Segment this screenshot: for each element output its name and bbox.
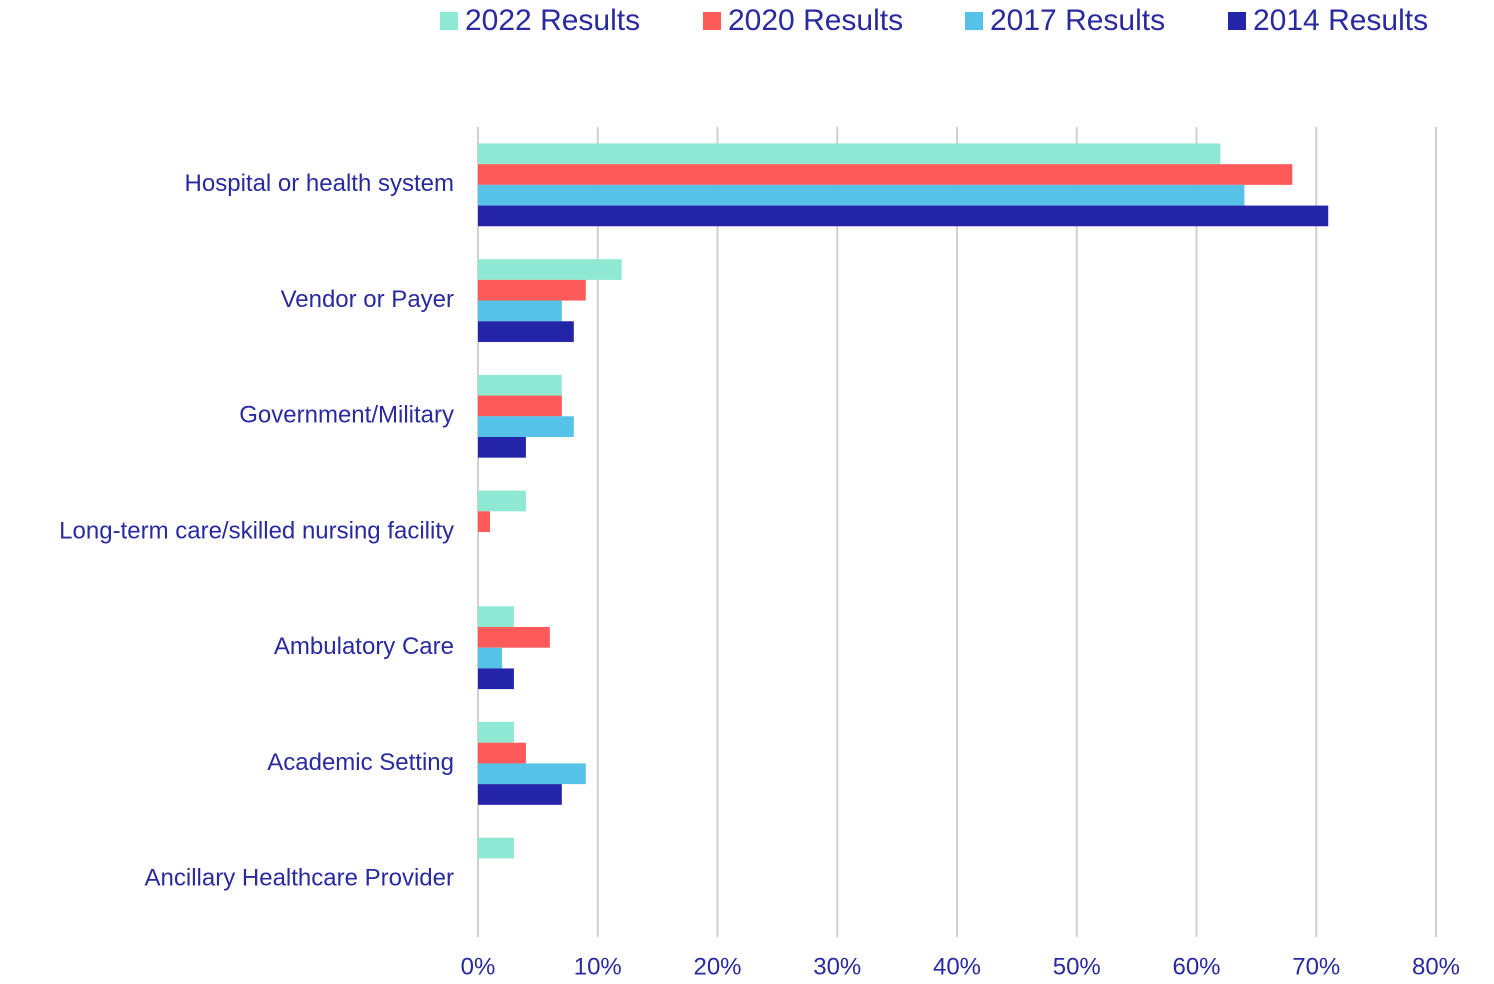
x-tick-label: 30% [813, 953, 861, 980]
bar [478, 164, 1293, 185]
bar [478, 300, 562, 322]
bar [478, 784, 562, 805]
legend-label: 2017 Results [990, 4, 1165, 37]
legend-swatch [703, 12, 721, 30]
bar [478, 321, 574, 342]
y-tick-label: Government/Military [239, 402, 454, 429]
y-tick-label: Academic Setting [267, 749, 454, 776]
bar [478, 722, 514, 743]
bar [478, 143, 1221, 165]
y-tick-label: Ancillary Healthcare Provider [145, 864, 454, 891]
x-tick-label: 20% [693, 953, 741, 980]
bar [478, 205, 1329, 227]
bar [478, 395, 562, 417]
y-tick-label: Ambulatory Care [274, 633, 454, 660]
legend-swatch [1228, 12, 1246, 30]
legend-label: 2020 Results [728, 4, 903, 37]
legend-label: 2022 Results [465, 4, 640, 37]
bar [478, 647, 502, 669]
bar [478, 184, 1245, 206]
x-tick-label: 60% [1172, 953, 1220, 980]
bar [478, 511, 490, 532]
x-tick-label: 70% [1292, 953, 1340, 980]
bar [478, 279, 586, 301]
x-tick-label: 40% [933, 953, 981, 980]
bar [478, 742, 526, 764]
x-tick-label: 80% [1412, 953, 1460, 980]
y-tick-label: Long-term care/skilled nursing facility [59, 517, 454, 544]
bar [478, 436, 526, 458]
bar [478, 416, 574, 437]
bar [478, 259, 622, 280]
y-tick-label: Hospital or health system [185, 170, 454, 197]
bar [478, 374, 562, 396]
x-tick-label: 10% [574, 953, 622, 980]
bar [478, 837, 514, 859]
legend-swatch [965, 12, 983, 30]
x-tick-label: 0% [461, 953, 496, 980]
legend-label: 2014 Results [1253, 4, 1428, 37]
bar [478, 627, 550, 648]
legend-swatch [440, 12, 458, 30]
bar [478, 668, 514, 690]
x-tick-label: 50% [1053, 953, 1101, 980]
bar [478, 606, 514, 628]
y-tick-label: Vendor or Payer [281, 286, 454, 313]
bar [478, 763, 586, 785]
bar [478, 490, 526, 512]
